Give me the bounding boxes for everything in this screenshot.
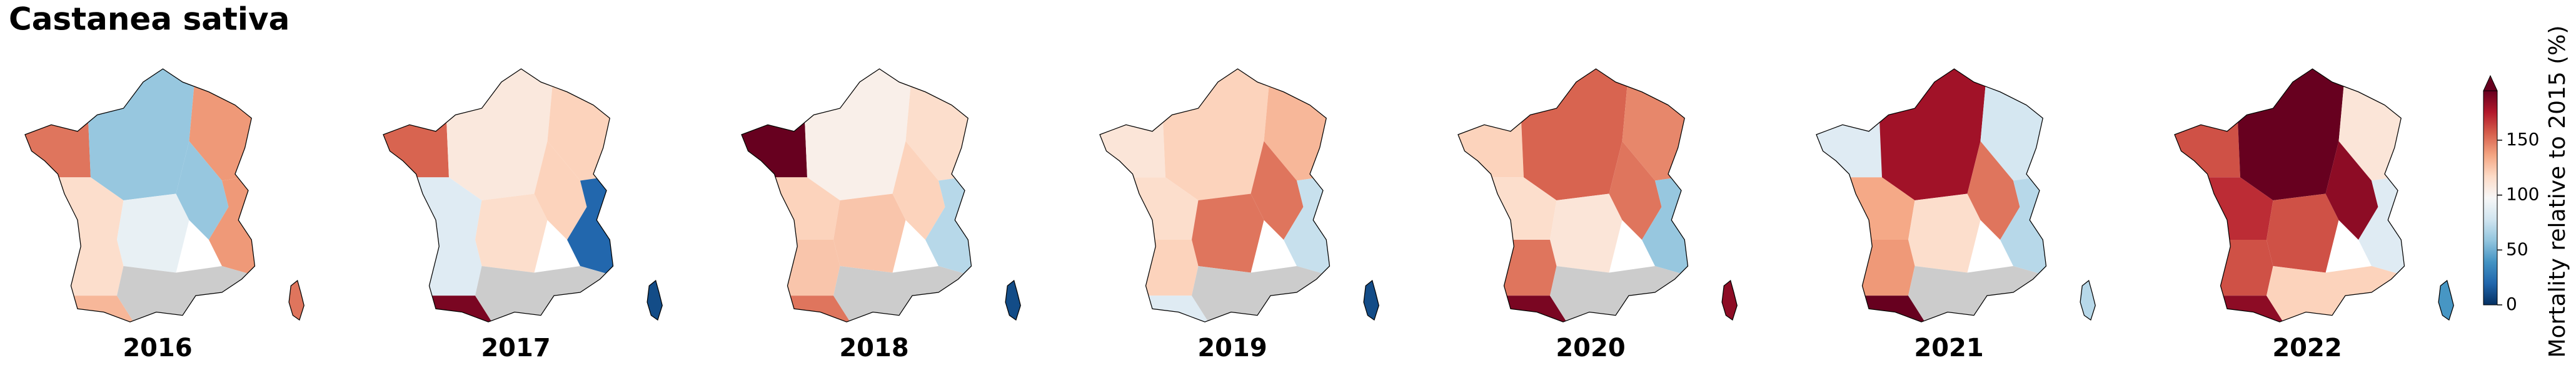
region <box>742 240 840 296</box>
region <box>25 101 91 178</box>
region <box>1005 280 1021 321</box>
panel-title: 2022 <box>2272 334 2342 362</box>
region <box>289 280 304 321</box>
france-border <box>741 68 972 322</box>
region <box>1250 141 1304 240</box>
region <box>1550 193 1623 273</box>
panel-title: 2019 <box>1197 334 1267 362</box>
france-regions <box>25 69 255 322</box>
colorbar-label: Mortality relative to 2015 (%) <box>2545 25 2570 357</box>
france-border <box>383 68 614 322</box>
region <box>2267 193 2339 273</box>
map-panel <box>1099 68 1379 322</box>
france-regions <box>1816 69 2046 322</box>
region <box>1609 141 1662 240</box>
region <box>1458 101 1524 178</box>
france-regions <box>2175 69 2405 322</box>
france-regions <box>1100 69 1330 322</box>
region <box>2175 101 2240 178</box>
france-border <box>1816 68 2047 322</box>
france-border <box>2174 68 2405 322</box>
region <box>742 101 807 178</box>
region <box>647 280 663 321</box>
corsica-border <box>647 280 663 321</box>
panel-title: 2021 <box>1914 334 1983 362</box>
region <box>383 101 449 178</box>
region <box>1908 193 1981 273</box>
france-regions <box>1458 69 1688 322</box>
map-panel <box>1457 68 1738 322</box>
region <box>1816 240 1915 296</box>
region <box>2080 280 2096 321</box>
region <box>2175 240 2273 296</box>
france-regions <box>742 69 972 322</box>
region <box>892 141 945 240</box>
region <box>2325 141 2378 240</box>
region <box>176 141 229 240</box>
colorbar-tick-label: 50 <box>2506 239 2528 259</box>
panel-title: 2018 <box>839 334 908 362</box>
map-panel <box>24 68 304 322</box>
region <box>1100 101 1165 178</box>
map-panel <box>1816 68 2096 322</box>
region <box>1364 280 1379 321</box>
colorbar-tick-label: 0 <box>2506 294 2517 314</box>
colorbar-tick-label: 100 <box>2506 184 2539 205</box>
france-border <box>24 68 256 322</box>
panel-title: 2017 <box>481 334 550 362</box>
corsica-border <box>1005 280 1021 321</box>
figure-title: Castanea sativa <box>9 1 289 38</box>
region <box>534 141 587 240</box>
france-border <box>1457 68 1689 322</box>
colorbar-extend <box>2483 74 2498 91</box>
region <box>1816 101 1882 178</box>
colorbar-tick-label: 150 <box>2506 129 2539 150</box>
region <box>475 193 548 273</box>
corsica-border <box>1721 280 1738 321</box>
region <box>2438 280 2454 321</box>
region <box>117 193 189 273</box>
panel-title: 2016 <box>123 334 192 362</box>
corsica-border <box>2080 280 2096 321</box>
region <box>1192 193 1264 273</box>
corsica-border <box>1363 280 1379 321</box>
region <box>1967 141 2020 240</box>
corsica-border <box>2438 280 2454 321</box>
region <box>383 240 482 296</box>
region <box>1100 240 1199 296</box>
colorbar <box>2483 90 2498 306</box>
map-panel <box>383 68 663 322</box>
france-border <box>1099 68 1331 322</box>
region <box>25 240 124 296</box>
region <box>1458 240 1557 296</box>
map-panel <box>741 68 1021 322</box>
region <box>1722 280 1738 321</box>
corsica-border <box>288 280 304 321</box>
region <box>833 193 906 273</box>
panel-title: 2020 <box>1556 334 1625 362</box>
france-regions <box>383 69 613 322</box>
map-panel <box>2174 68 2454 322</box>
